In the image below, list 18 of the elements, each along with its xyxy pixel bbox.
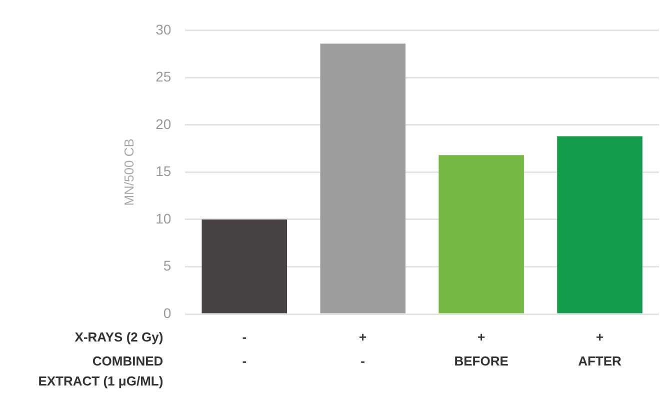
y-tick-label: 15 <box>156 163 172 180</box>
x-tick-label: - - <box>242 330 247 369</box>
bar <box>202 219 288 314</box>
y-tick-label: 30 <box>156 21 172 38</box>
y-tick-label: 0 <box>163 304 172 321</box>
text: COMBINED EXTRACT (1 μG/ML) <box>38 354 164 389</box>
x-tick-label: + AFTER <box>578 330 622 369</box>
bar <box>438 155 524 314</box>
bar <box>557 136 642 314</box>
text: X-RAYS (2 Gy) <box>74 330 164 345</box>
y-axis-title: MN/500 CB <box>121 138 136 206</box>
bar <box>320 44 406 314</box>
y-tick-label: 25 <box>156 68 172 85</box>
y-tick-label: 10 <box>156 210 172 226</box>
y-tick-label: 20 <box>156 116 172 132</box>
y-tick-label: 5 <box>163 258 172 274</box>
x-tick-label: + - <box>359 330 368 369</box>
x-tick-label: + BEFORE <box>454 330 509 369</box>
